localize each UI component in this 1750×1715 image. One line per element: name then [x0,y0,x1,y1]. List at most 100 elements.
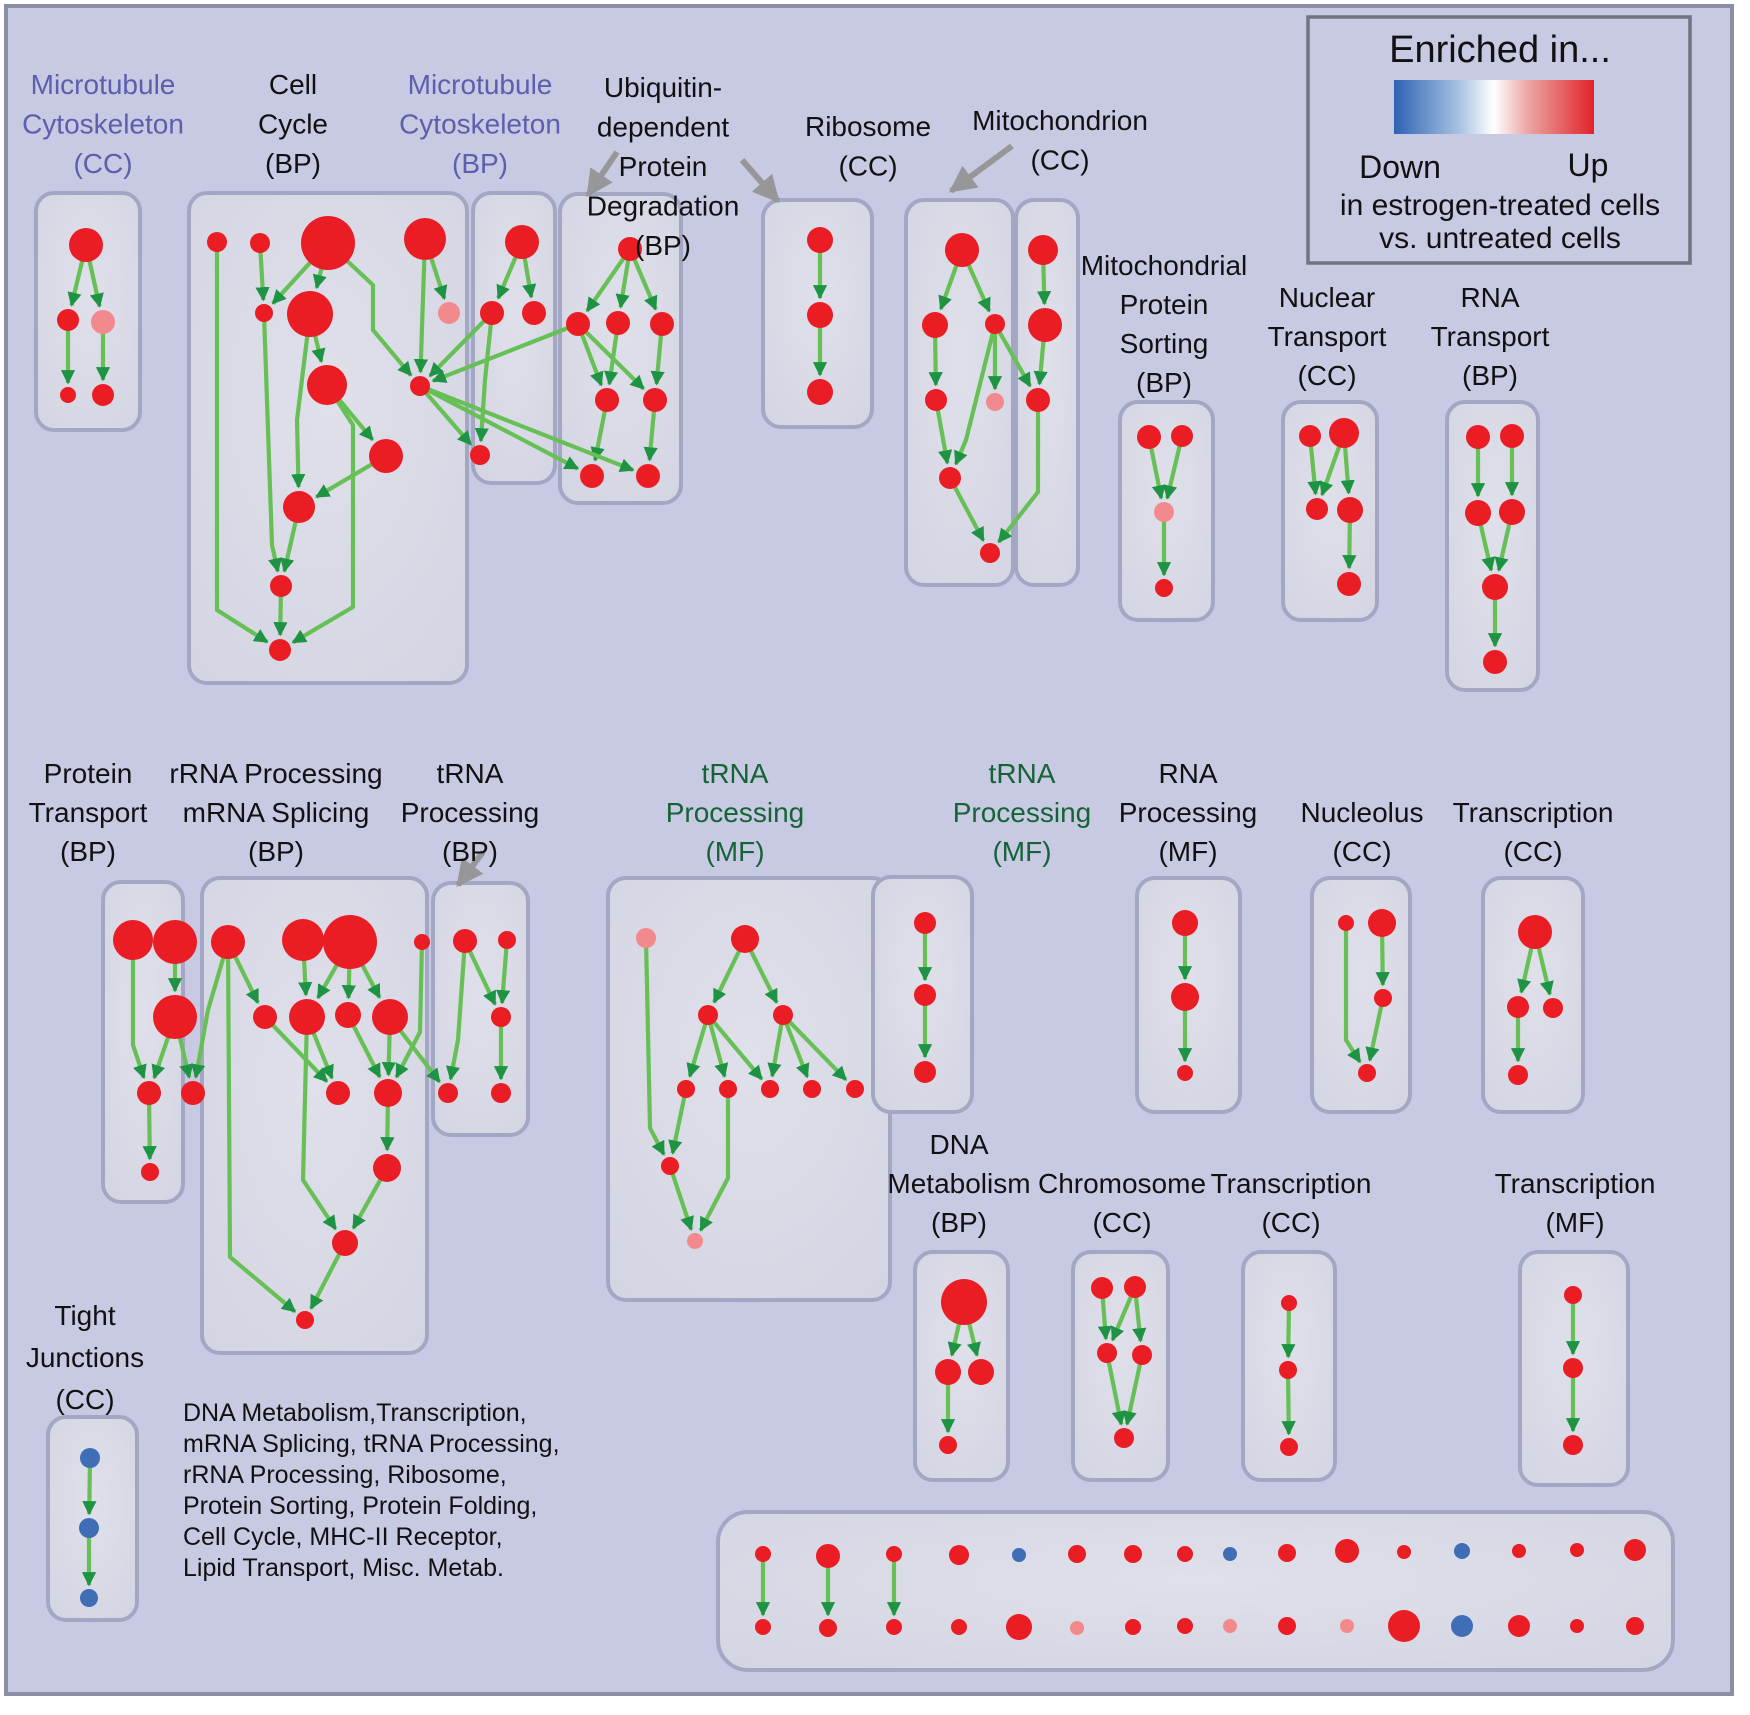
go-term-node [731,925,759,953]
cluster-label-trna-bp: tRNA Processing (BP) [401,758,540,867]
label-pointer-arrow-icon [948,143,1014,194]
go-term-node [1329,418,1359,448]
cluster-label-line: (MF) [1545,1207,1604,1238]
cluster-label-line: Processing [953,797,1092,828]
go-term-node [1340,1619,1354,1633]
go-term-node [1177,1618,1193,1634]
go-term-node [595,388,619,412]
go-term-node [1563,1358,1583,1378]
go-term-node [113,920,153,960]
go-term-node [137,1081,161,1105]
cluster-label-dna-metabolism: DNA Metabolism (BP) [887,1129,1030,1238]
cluster-label-line: (CC) [1261,1207,1320,1238]
go-term-node [1570,1543,1584,1557]
go-term-node [1306,498,1328,520]
edge-trna-mf-1 [668,1088,689,1155]
cluster-label-line: (CC) [1297,360,1356,391]
go-term-node [1125,1619,1141,1635]
go-term-node [922,312,948,338]
go-term-node [505,225,539,259]
go-term-node [1068,1545,1086,1563]
go-term-node [1570,1619,1584,1633]
cluster-label-line: (BP) [442,836,498,867]
go-term-node [1012,1548,1026,1562]
go-term-node [886,1619,902,1635]
edge-rrna [263,1015,329,1083]
go-term-node [1626,1617,1644,1635]
cluster-label-line: Transcription [1453,797,1614,828]
cluster-label-line: (BP) [60,836,116,867]
edge-trna-mf-1 [698,1089,731,1232]
go-term-node [153,920,197,964]
label-pointer-arrow-icon [585,150,620,198]
cluster-label-line: (BP) [1136,367,1192,398]
go-term-node [153,995,197,1039]
go-term-node [1518,915,1552,949]
cluster-label-line: Transcription [1495,1168,1656,1199]
go-term-node [283,491,315,523]
cluster-label-line: Cytoskeleton [399,109,561,140]
cluster-label-microtubule-cc: Microtubule Cytoskeleton (CC) [22,69,184,179]
cluster-box-rnat [1445,400,1540,692]
cluster-label-rna-processing-mf: RNA Processing (MF) [1119,758,1258,867]
go-term-node [773,1005,793,1025]
cluster-label-line: (CC) [1332,836,1391,867]
go-term-node [1499,499,1525,525]
cluster-label-line: rRNA Processing [169,758,382,789]
edge-nucleolus [1343,923,1362,1064]
cluster-label-line: tRNA [702,758,769,789]
go-term-node [755,1619,771,1635]
go-term-node [79,1518,99,1538]
go-term-node [1543,998,1563,1018]
go-term-node [498,931,516,949]
go-term-node [807,302,833,328]
cluster-label-line: (MF) [992,836,1051,867]
cluster-label-trna-mf-1: tRNA Processing (MF) [666,758,805,867]
edge-cell-cycle [413,238,429,374]
edge-trna-mf-1 [781,1013,848,1082]
go-term-node [1358,1064,1376,1082]
go-term-node [580,464,604,488]
go-term-node [287,291,333,337]
cluster-label-line: (BP) [635,230,691,261]
go-term-node [698,1005,718,1025]
caption-line: Protein Sorting, Protein Folding, [183,1492,537,1520]
go-term-node [886,1546,902,1562]
go-term-node [939,467,961,489]
cluster-label-microtubule-bp: Microtubule Cytoskeleton (BP) [399,69,561,179]
go-term-node [661,1157,679,1175]
edge-cell-cycle [214,242,269,644]
edge-trna-mf-1 [643,937,666,1156]
edge-cell-cycle [261,312,283,573]
go-term-node [1454,1543,1470,1559]
cluster-labels: Microtubule Cytoskeleton (CC) Cell Cycle (BP)… [22,69,1655,1415]
go-term-node [57,309,79,331]
cluster-label-line: (CC) [55,1384,114,1415]
go-term-node [914,1061,936,1083]
go-term-node [1137,425,1161,449]
legend-subtitle-1: in estrogen-treated cells [1340,189,1660,222]
edge-ribosome [953,323,998,466]
go-term-node [1006,1614,1032,1640]
edge-cell-cycle [326,241,413,377]
cluster-label-nuclear-transport: Nuclear Transport (CC) [1268,282,1387,391]
legend-up-label: Up [1568,147,1609,183]
edge-ubiq-left [585,247,632,313]
go-term-node [1171,425,1193,447]
go-term-node [282,919,324,961]
cluster-label-chromosome: Chromosome (CC) [1038,1168,1206,1238]
go-term-node [677,1080,695,1098]
cluster-label-line: (BP) [265,148,321,179]
edge-trna-mf-1 [668,1165,694,1231]
go-term-node [141,1163,159,1181]
go-term-node [807,227,833,253]
go-term-node [374,1079,402,1107]
go-term-node [1563,1435,1583,1455]
cluster-label-line: (MF) [705,836,764,867]
go-term-node [803,1080,821,1098]
cluster-label-rrna-mrna: rRNA Processing mRNA Splicing (BP) [169,758,382,867]
go-term-node [250,233,270,253]
go-term-node [1097,1343,1117,1363]
cluster-label-line: Junctions [26,1342,144,1373]
go-term-node [606,311,630,335]
